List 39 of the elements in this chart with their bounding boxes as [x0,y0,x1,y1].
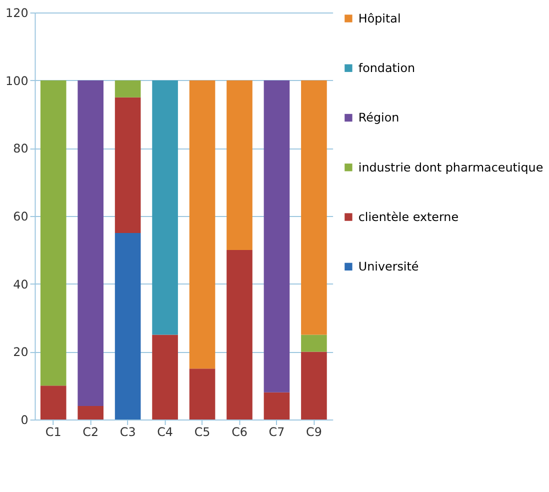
bar [40,386,66,420]
bar [114,97,141,234]
y-tick-label: 40 [13,277,28,292]
legend-label: Université [358,260,419,274]
y-tick-label: 120 [6,6,28,20]
legend-label: clientèle externe [358,210,459,224]
y-tick-label: 0 [20,413,28,428]
x-tick-label: C7 [268,424,285,439]
bar [301,334,327,352]
x-tick-label: C9 [306,424,322,439]
bar [78,80,104,406]
bar [189,80,216,369]
legend-label: Hôpital [358,11,401,26]
y-tick-label: 100 [6,74,28,88]
bar [40,80,66,386]
bar [189,368,216,420]
legend-label: industrie dont pharmaceutique [358,160,544,174]
x-tick-label: C5 [194,424,210,439]
y-tick-label: 60 [13,210,28,224]
bar [301,80,327,335]
bar [114,80,141,98]
bar [78,406,104,420]
bar [152,334,178,420]
x-tick-label: C2 [82,424,99,439]
legend-label: Région [358,110,400,125]
legend-label: fondation [358,61,416,76]
x-tick-label: C4 [157,424,173,439]
bar [301,352,327,420]
bar [114,233,141,420]
bar [264,392,290,420]
x-tick-label: C6 [232,424,248,439]
x-tick-label: C1 [45,424,62,439]
y-tick-label: 80 [13,142,28,156]
y-tick-label: 20 [13,345,28,360]
x-tick-label: C3 [120,424,136,439]
bar [226,80,252,250]
bar [226,250,252,420]
bar [264,80,290,392]
bar [152,80,178,335]
